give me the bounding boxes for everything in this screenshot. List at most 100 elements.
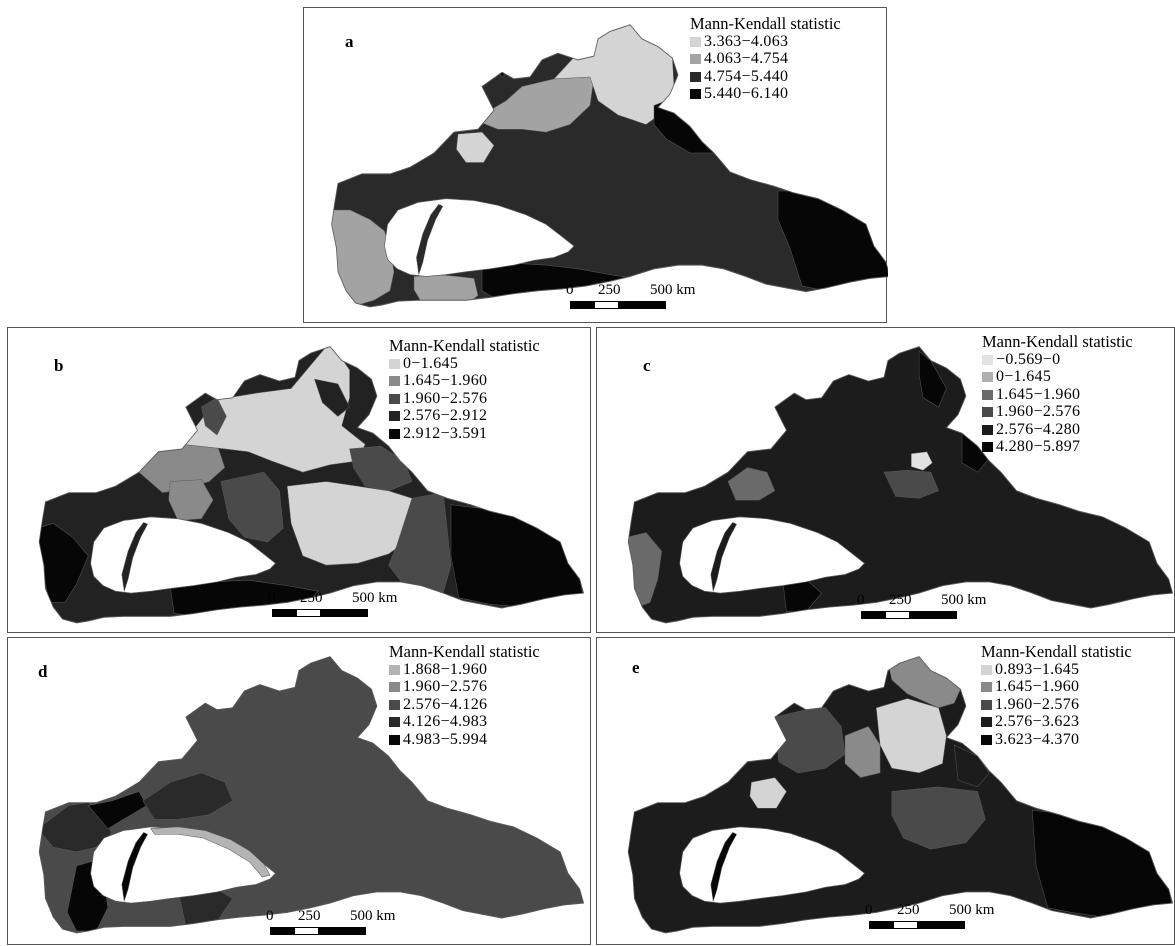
scale-label: 500 km (650, 282, 696, 298)
scale-label: 500 km (941, 592, 987, 608)
scale-label: 500 km (350, 908, 396, 924)
legend-item: 3.623−4.370 (981, 731, 1132, 749)
legend-label: 4.754−5.440 (704, 67, 789, 85)
legend-label: 3.363−4.063 (704, 32, 789, 50)
legend-swatch (981, 664, 992, 675)
region-north-strip (201, 397, 227, 436)
legend-label: −0.569−0 (996, 350, 1061, 368)
legend-d: Mann-Kendall statistic 1.868−1.960 1.960−… (389, 643, 540, 748)
scale-bar: 0 250 500 km (857, 592, 986, 622)
legend-item: 1.645−1.960 (389, 372, 540, 390)
legend-item: 2.576−4.126 (389, 696, 540, 714)
legend-item: 1.868−1.960 (389, 661, 540, 679)
region-central-north (456, 131, 495, 163)
scale-segment (571, 302, 595, 308)
legend-label: 0−1.645 (403, 354, 459, 372)
legend-b: Mann-Kendall statistic 0−1.645 1.645−1.96… (389, 337, 540, 442)
legend-swatch (389, 393, 400, 404)
region-central-north (168, 479, 214, 521)
scale-segment (870, 922, 894, 928)
legend-swatch (982, 389, 993, 400)
scale-bar-graphic (869, 921, 965, 929)
legend-label: 1.645−1.960 (403, 372, 488, 389)
legend-label: 2.576−2.912 (403, 407, 488, 424)
region-east (450, 504, 584, 608)
legend-item: 5.440−6.140 (690, 85, 841, 103)
legend-item: 4.754−5.440 (690, 68, 841, 86)
legend-a: Mann-Kendall statistic 3.363−4.063 4.063−… (690, 15, 841, 103)
scale-segment (862, 612, 886, 618)
legend-label: 1.960−2.576 (996, 403, 1081, 420)
legend-swatch (981, 699, 992, 710)
scale-segment (273, 610, 297, 616)
legend-item: 1.645−1.960 (981, 678, 1132, 696)
scale-segment (885, 612, 909, 618)
scale-bar: 0 250 500 km (566, 282, 695, 312)
scale-label: 500 km (352, 590, 398, 606)
scale-segment (320, 610, 367, 616)
region-northeast (953, 744, 990, 788)
legend-item: 1.960−2.576 (981, 696, 1132, 714)
panel-label: d (38, 662, 48, 681)
legend-title: Mann-Kendall statistic (982, 332, 1133, 351)
legend-swatch (389, 376, 400, 386)
legend-swatch (982, 372, 993, 382)
panel-label: c (643, 356, 651, 375)
legend-item: 2.576−4.280 (982, 421, 1133, 439)
choropleth-map-a (331, 24, 888, 308)
legend-label: 3.623−4.370 (995, 730, 1080, 748)
legend-swatch (389, 682, 400, 692)
legend-item: 4.063−4.754 (690, 50, 841, 68)
legend-item: 3.363−4.063 (690, 33, 841, 51)
scale-label: 250 (598, 282, 621, 298)
scale-bar-graphic (270, 927, 366, 935)
region-basin-rim (150, 826, 271, 878)
legend-swatch (690, 36, 701, 47)
scale-segment (893, 922, 917, 928)
scale-bar-graphic (570, 301, 666, 309)
legend-swatch (982, 424, 993, 435)
region-north-west-inner (844, 726, 881, 778)
legend-item: 1.645−1.960 (982, 386, 1133, 404)
legend-item: 0.893−1.645 (981, 661, 1132, 679)
legend-item: 4.280−5.897 (982, 438, 1133, 456)
legend-label: 4.983−5.994 (403, 730, 488, 748)
region-small-light (911, 451, 933, 471)
scale-bar: 0 250 500 km (865, 902, 994, 932)
scale-segment (271, 928, 295, 934)
scale-segment (594, 302, 618, 308)
scale-segment (318, 928, 365, 934)
scale-label: 0 (857, 592, 865, 608)
legend-title: Mann-Kendall statistic (389, 642, 540, 661)
legend-swatch (389, 411, 400, 421)
scale-label: 0 (566, 282, 574, 298)
region-north-inner (314, 378, 350, 417)
legend-item: 4.983−5.994 (389, 731, 540, 749)
region-north (181, 346, 366, 473)
region-central (220, 471, 284, 543)
panel-label: b (54, 356, 64, 375)
scale-label: 0 (268, 590, 276, 606)
legend-swatch (690, 89, 701, 99)
map-panel-e: e Mann-Kendall statistic 0.893−1.645 1.64… (596, 637, 1175, 945)
legend-item: 1.960−2.576 (389, 678, 540, 696)
legend-c: Mann-Kendall statistic −0.569−0 0−1.645 1.… (982, 333, 1133, 456)
legend-swatch (389, 699, 400, 710)
region-central-north (142, 772, 233, 820)
legend-label: 0.893−1.645 (995, 660, 1080, 678)
region-central-north (727, 467, 776, 501)
scale-segment (618, 302, 665, 308)
legend-label: 2.912−3.591 (403, 424, 488, 442)
legend-swatch (690, 54, 701, 64)
legend-item: 2.912−3.591 (389, 425, 540, 443)
scale-label: 0 (865, 902, 873, 918)
panel-label: e (632, 658, 640, 677)
scale-label: 250 (897, 902, 920, 918)
map-panel-d: d Mann-Kendall statistic 1.868−1.960 1.96… (7, 637, 591, 945)
region-central (891, 786, 986, 850)
legend-title: Mann-Kendall statistic (389, 336, 540, 355)
scale-segment (909, 612, 956, 618)
legend-swatch (981, 734, 992, 745)
legend-swatch (389, 734, 400, 745)
legend-item: 2.576−3.623 (981, 713, 1132, 731)
